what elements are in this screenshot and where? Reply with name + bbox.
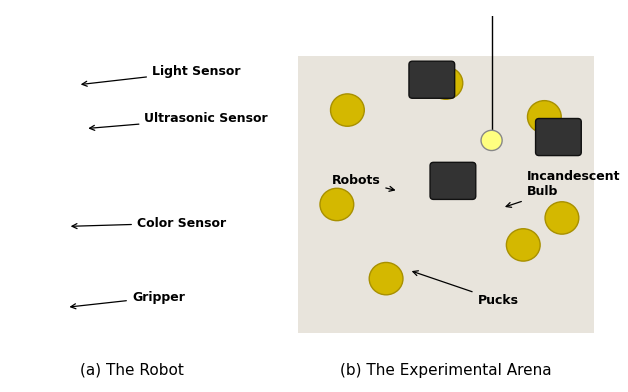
Text: (a) The Robot: (a) The Robot: [80, 363, 184, 378]
Circle shape: [429, 67, 463, 99]
Text: Robots: Robots: [332, 174, 394, 191]
Circle shape: [320, 188, 354, 221]
FancyBboxPatch shape: [409, 61, 455, 98]
Text: Incandescent
Bulb: Incandescent Bulb: [506, 170, 620, 207]
Text: Ultrasonic Sensor: Ultrasonic Sensor: [90, 112, 268, 131]
Text: Gripper: Gripper: [71, 291, 185, 309]
Circle shape: [528, 101, 561, 133]
FancyBboxPatch shape: [430, 162, 476, 200]
Circle shape: [330, 94, 364, 126]
Text: (b) The Experimental Arena: (b) The Experimental Arena: [340, 363, 551, 378]
FancyBboxPatch shape: [298, 56, 593, 332]
FancyBboxPatch shape: [536, 118, 582, 156]
Circle shape: [506, 229, 540, 261]
Text: Color Sensor: Color Sensor: [72, 216, 226, 229]
Circle shape: [369, 263, 403, 295]
Circle shape: [545, 202, 579, 234]
Circle shape: [481, 130, 502, 151]
Text: Pucks: Pucks: [413, 271, 519, 307]
Text: Light Sensor: Light Sensor: [82, 65, 241, 86]
